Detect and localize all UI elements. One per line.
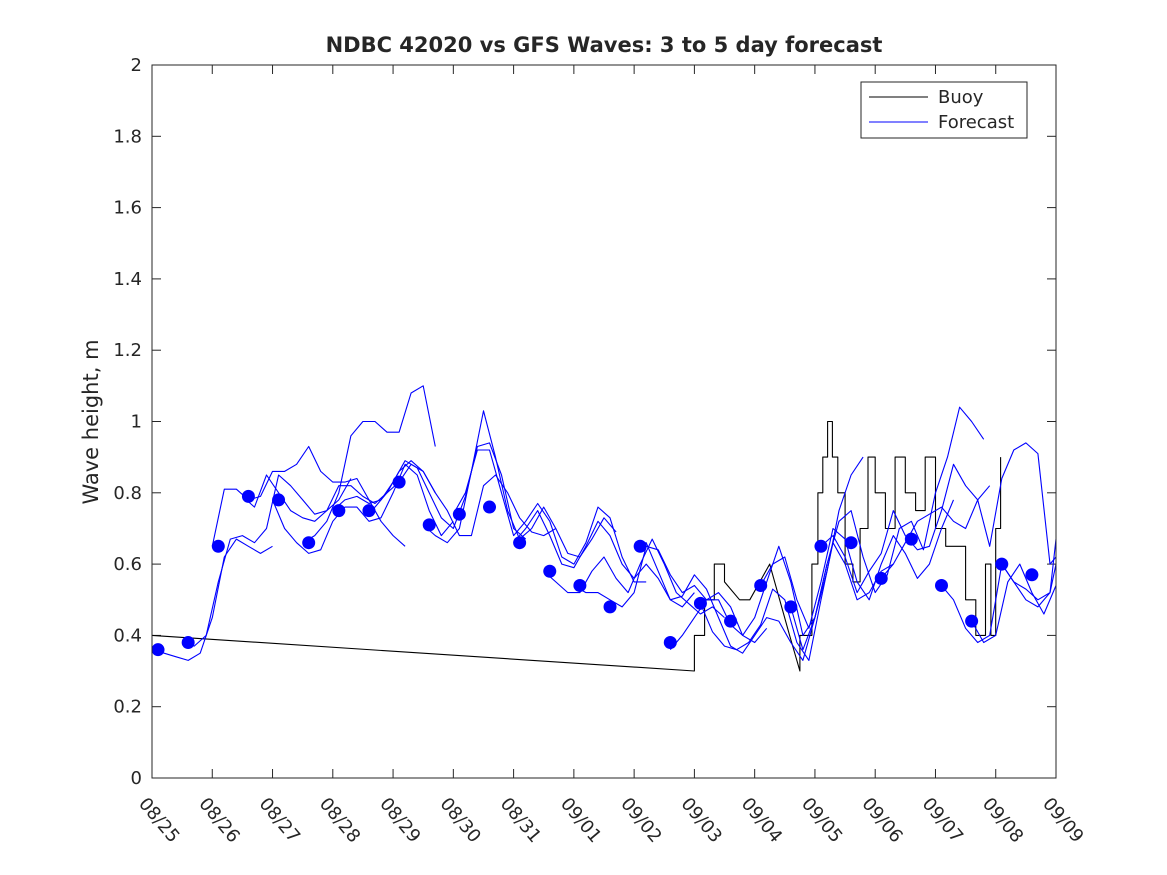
forecast-marker bbox=[784, 600, 798, 614]
y-tick-label: 2 bbox=[131, 55, 142, 76]
forecast-marker bbox=[543, 564, 557, 578]
y-tick-label: 1.4 bbox=[113, 269, 142, 290]
x-tick-label: 08/31 bbox=[496, 794, 545, 847]
forecast-marker bbox=[724, 614, 738, 628]
forecast-series-line bbox=[543, 538, 725, 619]
y-axis-label: Wave height, m bbox=[79, 339, 103, 504]
forecast-series-line bbox=[181, 474, 352, 647]
forecast-marker bbox=[362, 504, 376, 518]
x-tick-label: 09/02 bbox=[616, 794, 665, 847]
forecast-series-line bbox=[669, 456, 864, 651]
forecast-marker bbox=[241, 489, 255, 503]
forecast-marker bbox=[693, 596, 707, 610]
legend-buoy-label: Buoy bbox=[938, 87, 984, 108]
y-tick-label: 0 bbox=[131, 768, 142, 789]
forecast-marker bbox=[272, 493, 286, 507]
x-tick-label: 08/29 bbox=[375, 794, 424, 847]
forecast-marker bbox=[633, 539, 647, 553]
forecast-marker bbox=[965, 614, 979, 628]
forecast-marker bbox=[904, 532, 918, 546]
x-tick-label: 09/01 bbox=[556, 794, 605, 847]
y-tick-label: 1 bbox=[131, 412, 142, 433]
forecast-series-line bbox=[880, 442, 1057, 579]
x-tick-label: 09/04 bbox=[737, 794, 786, 847]
forecast-marker bbox=[573, 578, 587, 592]
forecast-marker bbox=[995, 557, 1009, 571]
forecast-series-line bbox=[362, 463, 557, 537]
forecast-marker bbox=[934, 578, 948, 592]
x-tick-label: 09/08 bbox=[978, 794, 1027, 847]
x-tick-label: 09/03 bbox=[677, 794, 726, 847]
forecast-series-line bbox=[633, 542, 828, 661]
forecast-marker bbox=[332, 504, 346, 518]
forecast-series-line bbox=[699, 542, 894, 661]
forecast-marker bbox=[452, 507, 466, 521]
x-tick-label: 08/27 bbox=[255, 794, 304, 847]
forecast-marker bbox=[814, 539, 828, 553]
forecast-marker bbox=[482, 500, 496, 514]
forecast-series-line bbox=[941, 563, 1057, 644]
y-tick-label: 1.6 bbox=[113, 198, 142, 219]
x-tick-label: 08/28 bbox=[315, 794, 364, 847]
buoy-series-line bbox=[151, 420, 1002, 672]
forecast-marker bbox=[603, 600, 617, 614]
forecast-marker bbox=[844, 536, 858, 550]
forecast-marker bbox=[663, 636, 677, 650]
forecast-series-line bbox=[332, 442, 527, 540]
y-tick-label: 1.2 bbox=[113, 340, 142, 361]
forecast-marker bbox=[392, 475, 406, 489]
y-tick-label: 0.2 bbox=[113, 697, 142, 718]
forecast-marker bbox=[422, 518, 436, 532]
x-tick-label: 08/25 bbox=[134, 794, 183, 847]
legend: Buoy Forecast bbox=[860, 81, 1028, 139]
x-tick-label: 09/06 bbox=[857, 794, 906, 847]
forecast-marker bbox=[1025, 568, 1039, 582]
chart-title: NDBC 42020 vs GFS Waves: 3 to 5 day fore… bbox=[326, 33, 883, 57]
x-tick-label: 08/30 bbox=[436, 794, 485, 847]
y-tick-label: 0.6 bbox=[113, 554, 142, 575]
forecast-series-line bbox=[302, 385, 436, 544]
axes-box bbox=[151, 64, 1057, 779]
legend-box bbox=[860, 81, 1028, 139]
x-tick-label: 09/07 bbox=[918, 794, 967, 847]
forecast-series-line bbox=[271, 463, 454, 554]
forecast-marker bbox=[513, 536, 527, 550]
forecast-marker bbox=[211, 539, 225, 553]
y-tick-label: 1.8 bbox=[113, 126, 142, 147]
forecast-series-line bbox=[513, 510, 695, 608]
forecast-series-line bbox=[151, 538, 273, 661]
forecast-series-line bbox=[820, 463, 991, 594]
forecast-series-line bbox=[452, 449, 647, 583]
forecast-series-line bbox=[1001, 539, 1057, 601]
forecast-marker bbox=[874, 571, 888, 585]
forecast-marker bbox=[151, 643, 165, 657]
y-tick-label: 0.8 bbox=[113, 483, 142, 504]
x-tick-label: 09/09 bbox=[1038, 794, 1087, 847]
forecast-series-line bbox=[790, 406, 985, 651]
forecast-marker bbox=[181, 636, 195, 650]
forecast-series-line bbox=[211, 445, 406, 547]
x-tick-label: 09/05 bbox=[797, 794, 846, 847]
forecast-series-line bbox=[971, 563, 1057, 644]
forecast-series-line bbox=[760, 499, 955, 629]
legend-forecast-label: Forecast bbox=[938, 112, 1014, 133]
forecast-marker bbox=[302, 536, 316, 550]
y-tick-label: 0.4 bbox=[113, 625, 142, 646]
x-tick-label: 08/26 bbox=[194, 794, 243, 847]
forecast-series-line bbox=[573, 545, 768, 644]
forecast-marker bbox=[754, 578, 768, 592]
